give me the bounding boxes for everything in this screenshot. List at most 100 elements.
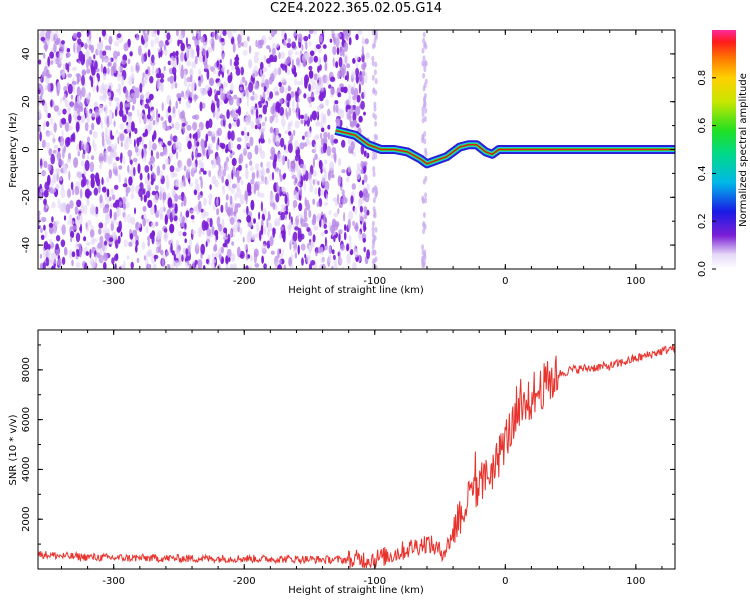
noise-speck <box>66 48 71 53</box>
noise-speck <box>232 30 237 34</box>
snr-y-tick-label: 6000 <box>21 407 32 432</box>
noise-speck <box>61 71 66 79</box>
noise-speck <box>287 224 291 230</box>
noise-speck <box>177 245 181 251</box>
noise-speck <box>226 248 232 258</box>
noise-speck <box>332 254 336 260</box>
noise-speck <box>311 110 317 121</box>
noise-speck <box>251 172 256 180</box>
noise-speck <box>71 225 77 231</box>
noise-speck <box>183 127 186 134</box>
noise-speck <box>75 232 81 243</box>
noise-speck <box>55 183 60 190</box>
noise-speck <box>134 87 140 99</box>
noise-speck <box>191 115 197 120</box>
noise-speck <box>236 187 242 199</box>
noise-speck <box>281 248 285 256</box>
noise-speck <box>169 75 174 84</box>
noise-speck <box>255 103 257 109</box>
noise-speck <box>162 163 166 171</box>
noise-speck <box>178 252 181 264</box>
noise-speck <box>297 81 302 86</box>
noise-speck <box>113 202 117 208</box>
noise-speck <box>308 70 314 79</box>
noise-speck <box>113 254 119 262</box>
noise-speck <box>46 131 51 138</box>
noise-speck <box>113 120 116 127</box>
noise-speck <box>225 82 228 89</box>
noise-speck <box>118 108 124 117</box>
noise-speck <box>240 42 245 47</box>
noise-speck <box>327 108 331 117</box>
noise-speck <box>114 231 117 239</box>
noise-speck <box>175 50 179 57</box>
noise-speck <box>183 94 189 100</box>
noise-speck <box>105 214 111 225</box>
noise-speck <box>76 31 82 39</box>
noise-speck <box>318 187 321 197</box>
noise-speck <box>225 255 229 265</box>
noise-speck <box>312 234 316 243</box>
noise-speck <box>70 100 74 109</box>
noise-speck <box>104 240 108 246</box>
noise-speck <box>245 193 248 205</box>
noise-speck <box>233 263 237 269</box>
noise-speck <box>239 194 245 205</box>
noise-speck <box>132 229 138 237</box>
noise-speck <box>55 243 59 250</box>
noise-speck <box>243 40 248 48</box>
noise-speck <box>261 213 265 221</box>
noise-speck <box>337 92 342 98</box>
noise-speck <box>138 188 144 198</box>
noise-speck <box>42 261 46 269</box>
noise-speck <box>240 30 244 37</box>
noise-speck <box>158 80 163 91</box>
noise-speck <box>234 60 239 67</box>
noise-speck <box>105 134 108 142</box>
noise-streak <box>372 166 376 172</box>
noise-speck <box>141 53 145 64</box>
noise-speck <box>270 250 275 255</box>
noise-streak <box>422 222 426 229</box>
noise-speck <box>149 205 155 216</box>
noise-speck <box>297 33 303 43</box>
noise-speck <box>90 177 95 189</box>
noise-speck <box>180 90 185 98</box>
noise-speck <box>229 229 233 237</box>
noise-speck <box>114 40 120 47</box>
noise-speck <box>348 210 354 221</box>
noise-speck <box>60 188 66 199</box>
snr-y-tick-label: 4000 <box>21 457 32 482</box>
noise-speck <box>174 121 180 131</box>
noise-speck <box>211 131 216 137</box>
noise-streak <box>372 238 375 245</box>
noise-speck <box>220 37 225 43</box>
noise-speck <box>74 103 78 112</box>
noise-speck <box>292 248 298 254</box>
noise-speck <box>308 30 314 35</box>
noise-speck <box>65 203 71 214</box>
noise-speck <box>89 207 95 215</box>
noise-speck <box>233 94 238 100</box>
noise-speck <box>346 245 349 251</box>
noise-speck <box>248 45 252 54</box>
colorbar-tick-label: 0.8 <box>697 70 708 86</box>
noise-speck <box>200 178 203 189</box>
noise-speck <box>361 216 365 222</box>
noise-speck <box>60 183 65 191</box>
noise-speck <box>75 73 81 78</box>
noise-speck <box>230 253 236 262</box>
noise-speck <box>147 235 151 242</box>
noise-speck <box>339 46 344 57</box>
noise-speck <box>189 69 193 75</box>
noise-speck <box>308 65 313 71</box>
noise-speck <box>227 75 232 84</box>
snr-x-tick-label: 100 <box>626 576 645 587</box>
noise-speck <box>263 55 267 62</box>
noise-speck <box>136 32 139 40</box>
noise-speck <box>345 30 351 38</box>
noise-speck <box>278 253 284 259</box>
noise-speck <box>143 194 147 203</box>
noise-speck <box>65 52 71 58</box>
noise-speck <box>50 60 54 65</box>
